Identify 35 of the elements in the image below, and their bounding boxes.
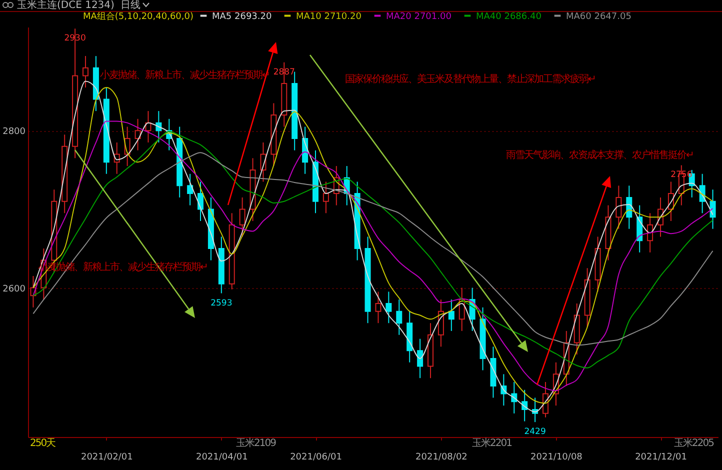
- text: 250天: [30, 438, 56, 449]
- candlestick: [134, 118, 141, 151]
- text: 玉米2109: [236, 438, 276, 449]
- x-tick-label: 2021/10/08: [530, 452, 583, 462]
- candlestick: [322, 181, 329, 214]
- candlestick: [187, 173, 194, 206]
- annotation: 国家保价稳供应、美玉米及替代物上量、禁止深加工需求疲弱↵: [345, 74, 596, 85]
- legend-label: MA40 2686.40: [476, 12, 542, 22]
- legend-label: MA60 2647.05: [566, 12, 632, 22]
- chart-subtitle: 日线: [120, 0, 140, 11]
- annotation: 雨雪天气影响、农资成本支撑、农户惜售挺价↵: [506, 150, 694, 161]
- y-tick-label: 2800: [2, 127, 26, 138]
- candlestick: [616, 185, 622, 230]
- candlestick: [448, 299, 454, 332]
- legend-label: MA10 2710.20: [296, 12, 362, 22]
- candlestick: [417, 338, 424, 379]
- x-tick-label: 2021/02/01: [80, 452, 133, 462]
- x-tick-label: 2021/12/01: [635, 452, 687, 462]
- legend-label: MA5 2693.20: [212, 12, 272, 22]
- annotation: 2429: [524, 427, 546, 438]
- legend-title: MA组合(5,10,20,40,60,0): [83, 11, 194, 22]
- annotation: 2593: [210, 298, 232, 308]
- y-tick-label: 2600: [2, 284, 26, 294]
- legend-label: MA20 2701.00: [386, 12, 452, 22]
- candlestick: [386, 291, 392, 324]
- x-tick-label: 2021/06/01: [290, 452, 342, 462]
- text: 玉米2205: [674, 438, 714, 449]
- candlestick: [82, 56, 88, 88]
- candlestick: [375, 291, 382, 324]
- candlestick: [710, 189, 716, 230]
- text: 玉米2201: [472, 438, 512, 449]
- candlestick: [396, 299, 402, 336]
- x-tick-label: 2021/04/01: [196, 452, 248, 462]
- x-tick-label: 2021/08/02: [416, 452, 468, 462]
- candlestick: [239, 196, 246, 238]
